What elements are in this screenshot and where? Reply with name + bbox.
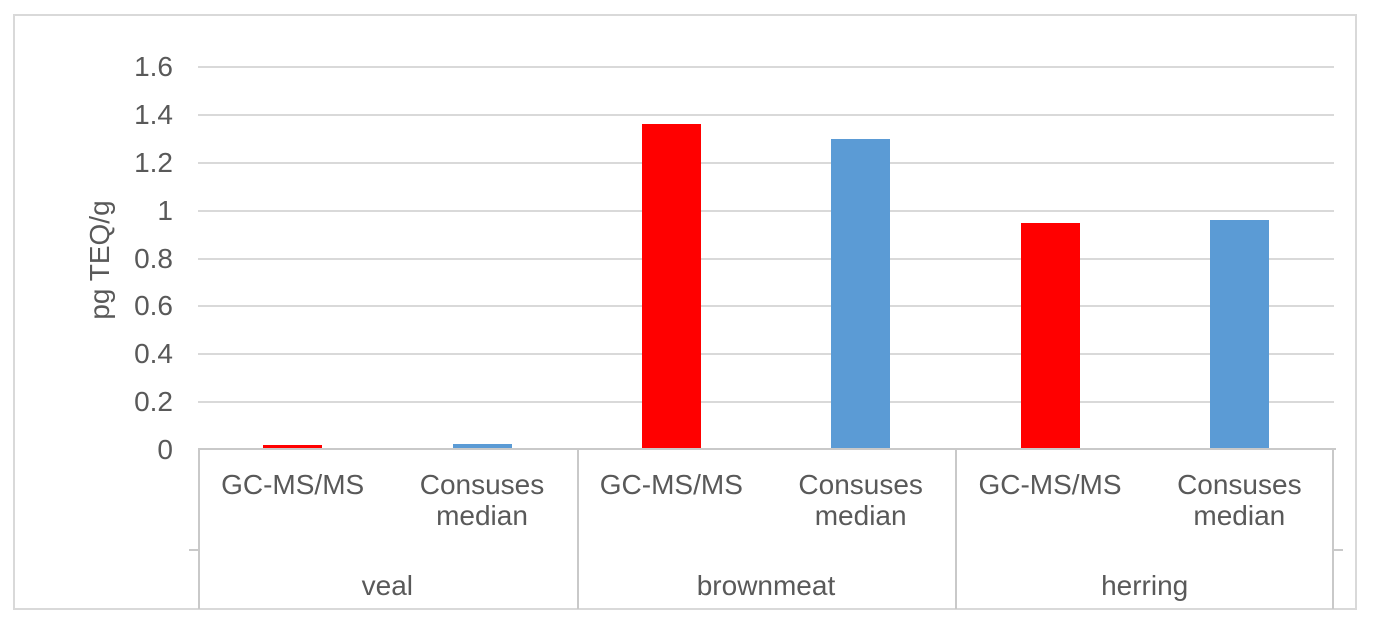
x-axis-line	[198, 448, 1336, 450]
gridline-0-8	[198, 257, 1334, 260]
bar-herring-gc-ms-ms	[1020, 222, 1080, 450]
y-tick-label-1-4: 1.4	[134, 98, 173, 130]
group-separator-1	[576, 450, 579, 609]
bar-brownmeat-consuses-median	[831, 138, 891, 450]
gridline-1-4	[198, 113, 1334, 116]
gridline-0-4	[198, 353, 1334, 356]
gridline-1	[198, 209, 1334, 212]
group-label-herring: herring	[1101, 570, 1189, 601]
chart-frame: pg TEQ/g 0 0.2 0.4 0.6 0.8 1 1.2 1.4 1.6 GC-MS/M…	[13, 14, 1357, 610]
label-table-right-border	[1332, 450, 1334, 609]
category-label-veal-consuses-median: Consuses median	[419, 469, 545, 531]
y-tick-label-1-2: 1.2	[134, 146, 173, 178]
y-tick-label-1-6: 1.6	[134, 51, 173, 82]
y-tick-label-0-6: 0.6	[134, 290, 173, 322]
category-label-brownmeat-consuses-median: Consuses median	[798, 469, 923, 531]
y-tick-label-0: 0	[157, 434, 173, 465]
bar-herring-consuses-median	[1209, 220, 1269, 450]
bar-brownmeat-gc-ms-ms	[641, 124, 701, 450]
category-label-veal-gc-ms-ms: GC-MS/MS	[221, 469, 365, 500]
y-tick-label-0-4: 0.4	[134, 338, 173, 370]
bar-veal-consuses-median	[452, 444, 512, 450]
plot-area	[198, 66, 1334, 450]
axis-boundary-tick-right	[1334, 549, 1343, 551]
group-label-veal: veal	[361, 570, 414, 601]
label-table-left-border	[198, 450, 200, 609]
group-label-brownmeat: brownmeat	[696, 570, 836, 601]
bar-veal-gc-ms-ms	[263, 445, 323, 450]
gridline-1-6	[198, 66, 1334, 68]
axis-boundary-tick-left	[189, 549, 198, 551]
y-tick-label-0-8: 0.8	[134, 242, 173, 274]
category-label-herring-consuses-median: Consuses median	[1177, 469, 1302, 531]
gridline-0-6	[198, 305, 1334, 308]
gridline-0-2	[198, 401, 1334, 404]
category-label-brownmeat-gc-ms-ms: GC-MS/MS	[599, 469, 743, 500]
y-tick-label-0-2: 0.2	[134, 386, 173, 418]
group-separator-2	[955, 450, 958, 609]
gridline-1-2	[198, 161, 1334, 164]
y-tick-label-1: 1	[157, 194, 173, 226]
x-axis-label-table: GC-MS/MS Consuses median GC-MS/MS Consuses …	[189, 450, 1343, 609]
category-label-herring-gc-ms-ms: GC-MS/MS	[978, 469, 1122, 500]
